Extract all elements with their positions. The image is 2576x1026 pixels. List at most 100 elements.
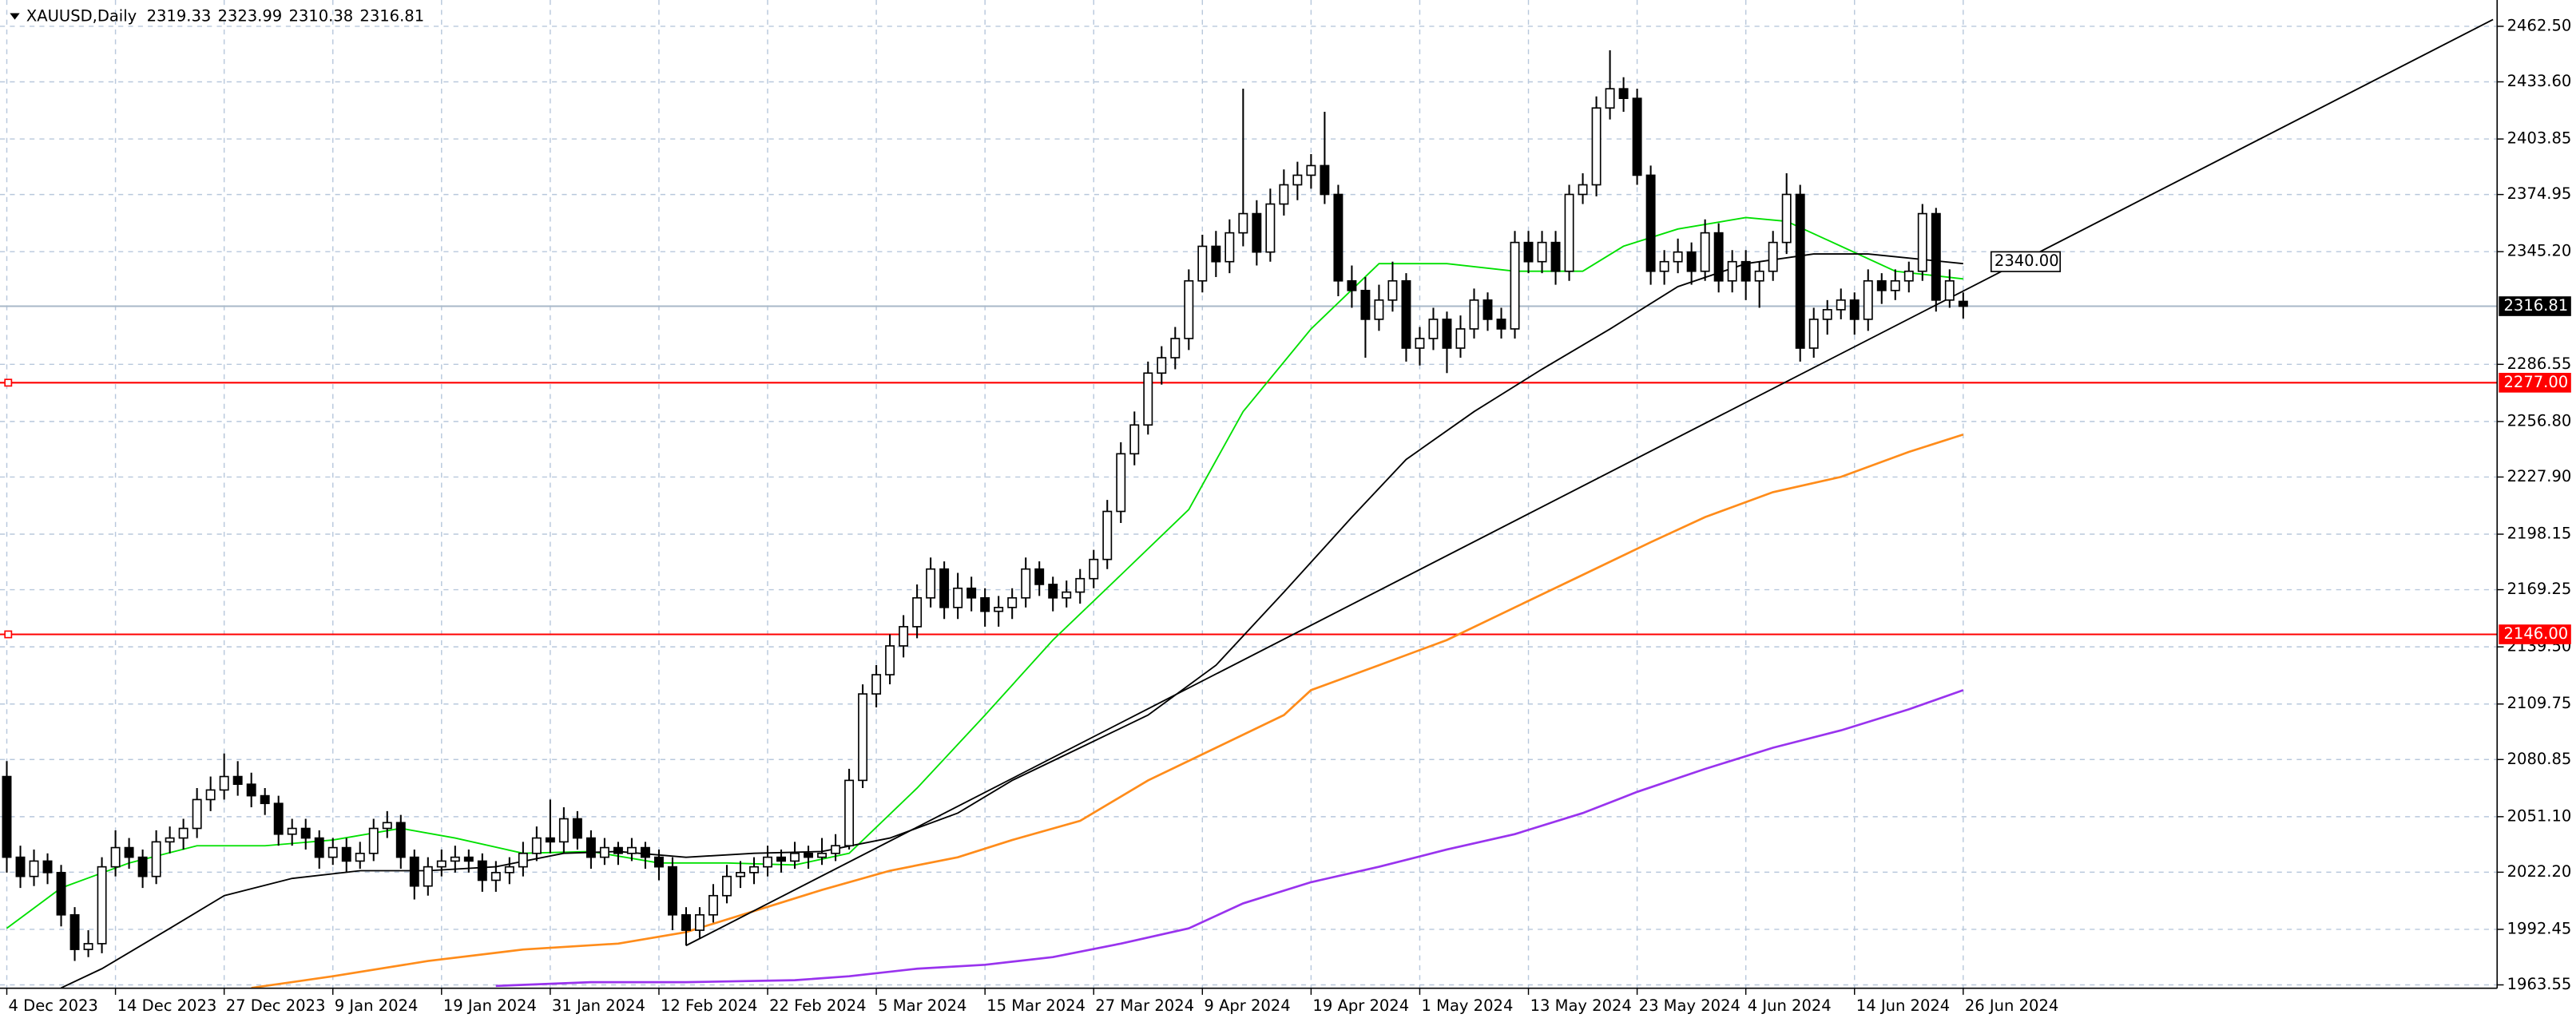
candle-body: [205, 789, 216, 801]
candle-body: [232, 775, 243, 786]
header-low: 2310.38: [288, 6, 353, 25]
candle-body: [165, 837, 175, 843]
candle-body: [490, 872, 501, 881]
candle-body: [1089, 558, 1099, 580]
y-tick-label: 2256.80: [2507, 411, 2572, 430]
candle-body: [29, 860, 39, 877]
current-price-label: 2316.81: [2504, 296, 2569, 315]
candle-body: [1618, 88, 1629, 100]
candle-body: [885, 645, 895, 675]
moving-average: [251, 433, 1964, 989]
candle-body: [246, 783, 256, 797]
candle-body: [1863, 279, 1873, 320]
candle-body: [1917, 212, 1927, 272]
candle-body: [83, 943, 93, 950]
candle-body: [1673, 251, 1683, 263]
y-tick-label: 2286.55: [2507, 355, 2572, 373]
candle-body: [599, 846, 609, 858]
header-high: 2323.99: [218, 6, 283, 25]
y-tick-label: 2022.20: [2507, 862, 2572, 881]
candle-body: [178, 827, 189, 839]
candle-body: [708, 894, 718, 916]
candle-body: [1401, 279, 1411, 349]
candle-body: [871, 674, 882, 695]
candle-body: [531, 837, 542, 854]
x-tick-label: 4 Jun 2024: [1748, 996, 1832, 1015]
x-tick-label: 14 Dec 2023: [117, 996, 217, 1015]
y-tick-label: 2345.20: [2507, 242, 2572, 260]
candle-body: [1632, 97, 1642, 176]
candle-body: [1578, 184, 1588, 196]
candle-body: [423, 866, 433, 887]
candle-body: [1659, 260, 1669, 272]
candle-body: [1007, 596, 1018, 608]
candle-body: [558, 818, 569, 843]
candle-body: [1876, 279, 1887, 291]
candle-body: [966, 587, 977, 599]
candle-body: [1292, 174, 1303, 186]
y-tick-label: 1963.55: [2507, 975, 2572, 993]
candle-body: [1944, 279, 1955, 301]
candle-body: [831, 845, 841, 854]
candle-body: [56, 872, 66, 916]
candle-body: [300, 827, 311, 839]
candle-body: [1442, 319, 1452, 349]
candle-body: [1808, 319, 1819, 349]
moving-average: [61, 253, 1963, 989]
candle-body: [1849, 299, 1860, 320]
line-anchor: [4, 630, 13, 639]
x-tick-label: 23 May 2024: [1639, 996, 1740, 1015]
candle-body: [776, 856, 786, 862]
candle-body: [681, 913, 691, 931]
price-tag: [2499, 372, 2571, 393]
candle-body: [1645, 174, 1656, 272]
candle-body: [1333, 193, 1344, 282]
candle-body: [953, 587, 963, 608]
candle-body: [124, 846, 134, 858]
x-tick-label: 9 Apr 2024: [1204, 996, 1290, 1015]
header: XAUUSD,Daily 2319.33 2323.99 2310.38 2316.81: [26, 6, 424, 25]
candle-body: [613, 846, 623, 854]
candle-body: [1347, 279, 1357, 291]
candle-body: [1211, 245, 1221, 263]
candle-body: [450, 856, 460, 862]
candle-body: [1958, 300, 1968, 307]
candle-body: [1048, 584, 1058, 599]
candle-body: [736, 872, 745, 877]
candle-body: [1795, 193, 1805, 349]
moving-average: [6, 216, 1963, 929]
candle-body: [912, 596, 923, 628]
candle-body: [97, 866, 107, 945]
candle-body: [626, 846, 637, 854]
candle-body: [355, 852, 365, 862]
y-tick-label: 1992.45: [2507, 919, 2572, 937]
candle-body: [1537, 241, 1547, 263]
y-tick-label: 2109.75: [2507, 694, 2572, 712]
candle-body: [1224, 232, 1235, 263]
candle-body: [1700, 232, 1710, 272]
candle-body: [1238, 212, 1248, 234]
x-tick-label: 19 Jan 2024: [443, 996, 537, 1015]
candle-body: [1021, 568, 1031, 599]
menu-triangle[interactable]: [10, 13, 20, 20]
candle-body: [1768, 241, 1778, 272]
candle-body: [1455, 328, 1466, 349]
candle-body: [653, 856, 664, 868]
y-tick-label: 2051.10: [2507, 806, 2572, 825]
candle-body: [667, 866, 677, 916]
candle-body: [1252, 212, 1262, 253]
symbol: XAUUSD,Daily: [26, 6, 137, 25]
candle-body: [749, 866, 759, 873]
candle-body: [1931, 212, 1941, 301]
candle-body: [395, 822, 406, 858]
candle-body: [817, 852, 828, 858]
candle-body: [1075, 577, 1086, 593]
candle-body: [1727, 260, 1737, 282]
x-tick-label: 4 Dec 2023: [9, 996, 98, 1015]
x-tick-label: 22 Feb 2024: [769, 996, 866, 1015]
candle-body: [1387, 279, 1398, 301]
candle-body: [1197, 245, 1208, 282]
candle-body: [192, 798, 202, 830]
candle-body: [1686, 251, 1697, 272]
